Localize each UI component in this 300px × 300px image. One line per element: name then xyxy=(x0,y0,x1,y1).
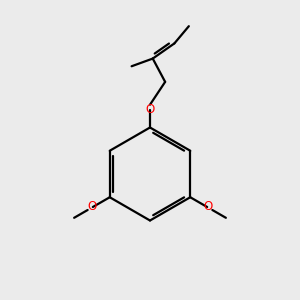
Text: O: O xyxy=(203,200,212,214)
Text: O: O xyxy=(146,103,154,116)
Text: O: O xyxy=(88,200,97,214)
